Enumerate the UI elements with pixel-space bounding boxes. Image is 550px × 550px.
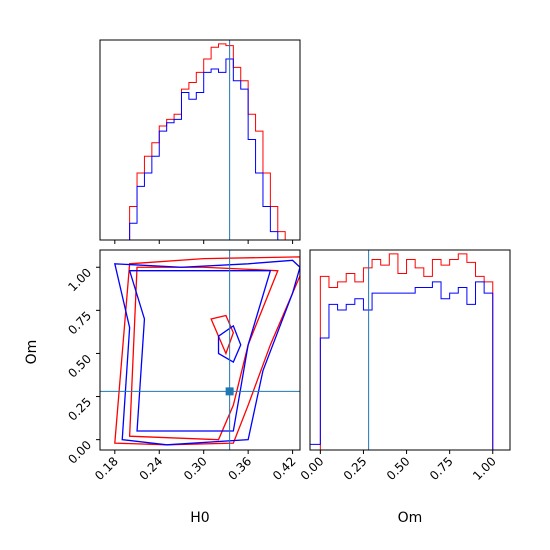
axes-frame — [99, 39, 301, 241]
contour-0-1 — [128, 266, 279, 441]
axes-frame — [309, 249, 511, 451]
histogram-series-1 — [100, 58, 300, 240]
contour-1-1 — [128, 270, 272, 432]
y-axis-label-om: Om — [24, 340, 40, 365]
x-tick-label: 0.30 — [181, 454, 210, 483]
y-tick-label: 0.25 — [65, 395, 94, 424]
y-tick-label: 0.50 — [65, 352, 94, 381]
truth-marker — [225, 387, 234, 396]
h0-marginal-panel — [99, 39, 301, 244]
axes-frame — [99, 249, 301, 451]
y-tick-label: 1.00 — [65, 265, 94, 294]
x-axis-label-h0: H0 — [190, 510, 209, 526]
x-tick-label: 0.50 — [384, 454, 413, 483]
x-tick-label: 0.42 — [270, 454, 299, 483]
histogram-series-0 — [310, 253, 510, 450]
contour-0-0 — [114, 256, 300, 446]
om-marginal-panel: 0.00 0.25 0.50 0.75 1.00 — [298, 249, 511, 483]
x-tick-label: 0.25 — [341, 454, 370, 483]
x-tick-label: 0.18 — [92, 454, 121, 483]
x-axis-label-om: Om — [398, 510, 423, 526]
x-tick-label: 0.00 — [298, 454, 327, 483]
y-tick-label: 0.75 — [65, 309, 94, 338]
histogram-series-1 — [310, 281, 510, 450]
y-tick-label: 0.00 — [65, 438, 94, 467]
x-tick-label: 0.75 — [427, 454, 456, 483]
h0-om-joint-panel: 0.18 0.24 0.30 0.36 0.42 0.00 0.25 0.50 0.75 1.00 — [65, 249, 301, 483]
contour-1-0 — [113, 259, 300, 446]
x-tick-label: 0.36 — [225, 454, 254, 483]
contour-1-2 — [217, 324, 242, 363]
x-tick-label: 1.00 — [470, 454, 499, 483]
x-tick-label: 0.24 — [137, 454, 166, 483]
histogram-series-0 — [100, 43, 300, 240]
